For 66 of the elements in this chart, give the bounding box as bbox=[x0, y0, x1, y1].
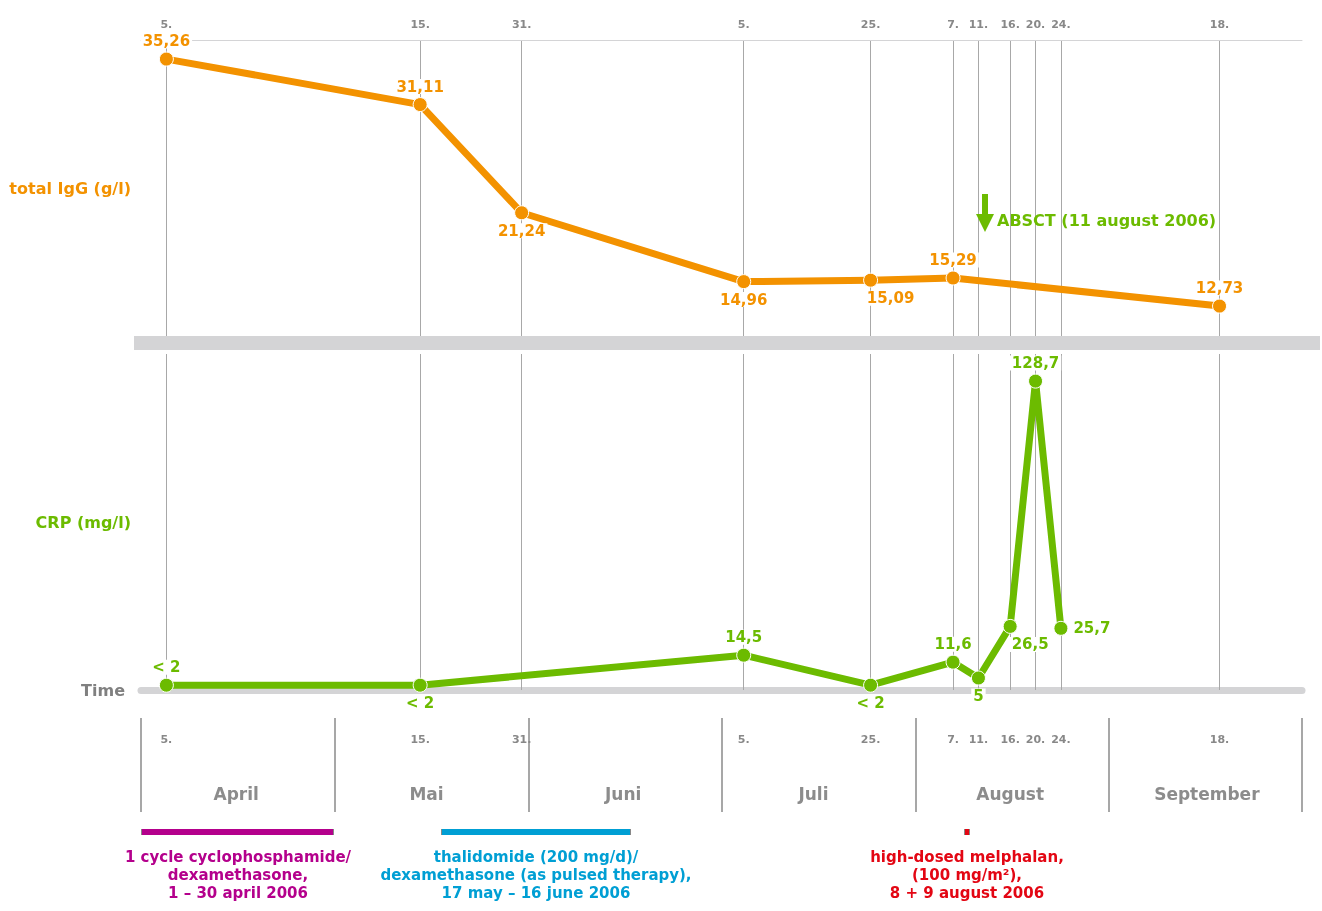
x-tick-label: 11. bbox=[968, 733, 989, 746]
x-tick-label: 15. bbox=[410, 18, 430, 31]
x-tick-label: 20. bbox=[1025, 733, 1046, 746]
text: high-dosed melphalan, (100 mg/m²), 8 + 9 august 2006 bbox=[870, 848, 1064, 902]
x-tick-label: 15. bbox=[410, 733, 430, 746]
x-tick-label: 5. bbox=[160, 733, 173, 746]
point bbox=[970, 670, 986, 686]
point bbox=[1212, 298, 1228, 314]
data-label: 15,29 bbox=[929, 251, 977, 270]
x2-tick-label: April bbox=[213, 783, 259, 804]
data-label: 12,73 bbox=[1195, 279, 1244, 298]
data-label: 14,96 bbox=[719, 290, 768, 309]
x-tick-label: 5. bbox=[160, 18, 173, 31]
text: thalidomide (200 mg/d)/ dexamethasone (as pulsed therapy), 17 may – 16 june 2006 bbox=[380, 848, 692, 902]
x-tick-label: 5. bbox=[737, 733, 750, 746]
x-axis-title: Time bbox=[81, 680, 126, 700]
data-label: 25,7 bbox=[1073, 619, 1111, 638]
point bbox=[945, 654, 961, 670]
data-label: 35,26 bbox=[142, 32, 191, 51]
x2-tick-label: Juli bbox=[797, 783, 829, 804]
x2-tick-label: September bbox=[1154, 783, 1261, 804]
x2-tick-label: Juni bbox=[603, 783, 642, 804]
point bbox=[863, 272, 879, 288]
x-tick-label: 5. bbox=[737, 18, 750, 31]
y-axis-title: CRP (mg/l) bbox=[35, 512, 131, 532]
x-tick-label: 7. bbox=[947, 18, 959, 31]
data-label: 5 bbox=[973, 687, 984, 705]
point bbox=[514, 205, 530, 221]
x-tick-label: 31. bbox=[511, 18, 532, 31]
text: 1 cycle cyclophosphamide/ dexamethasone, 1 – 30 april 2006 bbox=[124, 848, 352, 902]
data-label: 21,24 bbox=[497, 221, 546, 240]
x-tick-label: 16. bbox=[1000, 733, 1020, 746]
point bbox=[412, 97, 428, 113]
point bbox=[945, 270, 961, 286]
x-tick-label: 24. bbox=[1051, 18, 1071, 31]
x2-tick-label: Mai bbox=[409, 783, 444, 804]
x-tick-label: 24. bbox=[1051, 733, 1071, 746]
data-label: < 2 bbox=[152, 658, 181, 677]
data-label: 26,5 bbox=[1011, 635, 1049, 654]
data-label: < 2 bbox=[406, 694, 435, 713]
x-tick-label: 25. bbox=[860, 733, 881, 746]
data-label: 14,5 bbox=[725, 628, 763, 647]
x-tick-label: 25. bbox=[860, 18, 881, 31]
data-label: 11,6 bbox=[934, 635, 972, 654]
point bbox=[736, 274, 752, 290]
data-label: < 2 bbox=[856, 694, 885, 713]
point bbox=[1002, 618, 1018, 634]
x-tick-label: 11. bbox=[968, 18, 989, 31]
x-tick-label: 18. bbox=[1209, 18, 1230, 31]
data-label: 128,7 bbox=[1011, 354, 1060, 373]
x-tick-label: 7. bbox=[947, 733, 959, 746]
point bbox=[412, 677, 428, 693]
point bbox=[158, 677, 174, 693]
y-axis-title: total IgG (g/l) bbox=[9, 178, 131, 198]
x2-tick-label: August bbox=[976, 783, 1045, 804]
x-tick-label: 20. bbox=[1025, 18, 1046, 31]
data-label: 15,09 bbox=[866, 289, 915, 308]
point bbox=[1028, 373, 1044, 389]
point bbox=[736, 647, 752, 663]
x-tick-label: 16. bbox=[1000, 18, 1020, 31]
annotation: ABSCT (11 august 2006) bbox=[997, 211, 1217, 230]
x-tick-label: 18. bbox=[1209, 733, 1230, 746]
point bbox=[1053, 620, 1069, 636]
data-label: 31,11 bbox=[396, 77, 444, 96]
point bbox=[158, 51, 174, 67]
point bbox=[863, 677, 879, 693]
